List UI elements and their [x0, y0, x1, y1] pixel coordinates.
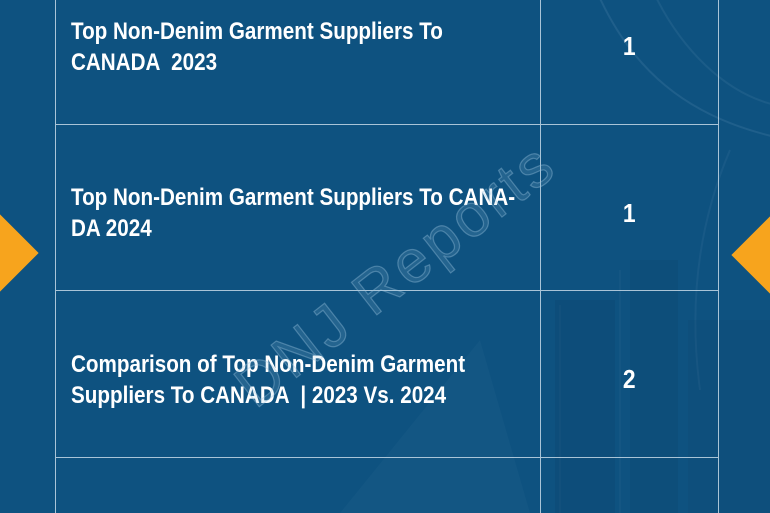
toc-entry-page-number: 1: [623, 31, 636, 62]
toc-table: Top Non-Denim Garment Suppliers To CANAD…: [55, 0, 719, 513]
toc-entry-page-cell: [541, 458, 718, 513]
right-diamond-decoration: [731, 191, 770, 319]
toc-entry-page-cell: 2: [541, 291, 718, 458]
toc-entry-page-cell: 1: [541, 125, 718, 291]
toc-entry-title: Top Non-Denim Garment Suppliers To CANAD…: [71, 17, 443, 76]
toc-entry-page-number: 1: [623, 197, 636, 228]
left-diamond-decoration: [0, 189, 39, 317]
toc-entry-title-cell: [56, 457, 541, 513]
toc-entry-title: Top Non-Denim Garment Suppliers To CANA-…: [71, 184, 516, 243]
toc-entry-page-number: 2: [623, 364, 636, 395]
toc-entry-title-cell: Top Non-Denim Garment Suppliers To CANAD…: [56, 0, 541, 125]
toc-entry-title-cell: Top Non-Denim Garment Suppliers To CANA-…: [56, 124, 541, 291]
toc-entry-title: Comparison of Top Non-Denim Garment Supp…: [71, 350, 466, 409]
toc-entry-page-cell: 1: [541, 0, 718, 125]
toc-entry-title-cell: Comparison of Top Non-Denim Garment Supp…: [56, 291, 541, 458]
